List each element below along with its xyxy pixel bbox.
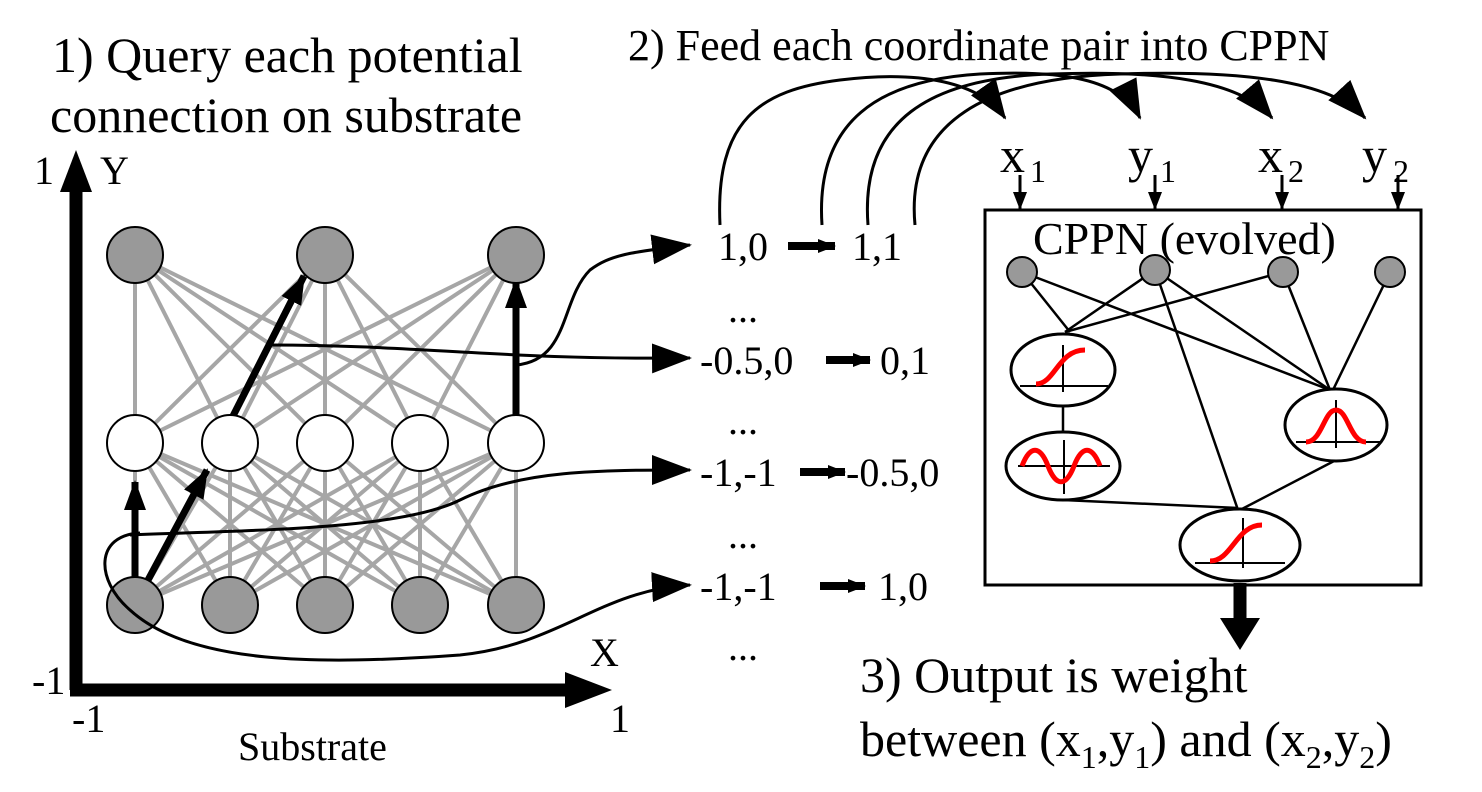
sigmoid-icon xyxy=(1009,332,1117,408)
substrate-node xyxy=(487,414,545,472)
pair-from: -0.5,0 xyxy=(700,338,793,383)
x-axis-arrowhead xyxy=(565,672,612,708)
pair-to: 0,1 xyxy=(880,338,930,383)
list-ellipsis: ... xyxy=(728,512,758,557)
substrate-connection xyxy=(323,441,518,607)
substrate-label: Substrate xyxy=(238,724,387,769)
svg-text:2: 2 xyxy=(1393,153,1409,189)
substrate-connection xyxy=(134,441,421,607)
svg-text:y: y xyxy=(1362,127,1387,183)
substrate-node xyxy=(296,576,354,634)
substrate-hidden-layer xyxy=(106,414,545,472)
substrate-connection xyxy=(418,254,518,444)
input-y2-label: y 2 xyxy=(1362,127,1409,189)
pair-to: -0.5,0 xyxy=(846,450,939,495)
svg-text:1: 1 xyxy=(1030,153,1046,189)
query-curve-1 xyxy=(515,234,692,367)
pair-to: 1,0 xyxy=(878,564,928,609)
feed-arc-x1 xyxy=(718,75,1007,226)
y-axis-max-label: 1 xyxy=(34,148,54,193)
query-curve-2 xyxy=(269,343,692,374)
list-ellipsis: ... xyxy=(728,286,758,331)
substrate-node xyxy=(391,414,449,472)
substrate-output-layer xyxy=(106,226,545,284)
substrate-node xyxy=(487,226,545,284)
output-arrowhead xyxy=(1220,618,1260,650)
svg-text:2: 2 xyxy=(1288,153,1304,189)
substrate-node xyxy=(106,226,164,284)
substrate-node xyxy=(106,576,164,634)
cppn-node xyxy=(1006,256,1038,288)
sigmoid-icon xyxy=(1178,507,1302,583)
x-axis-label: X xyxy=(590,630,619,675)
cppn-input-nodes xyxy=(1006,254,1406,288)
x-axis-max-label: 1 xyxy=(610,696,630,741)
substrate-input-layer xyxy=(106,576,545,634)
y-axis-label: Y xyxy=(100,148,129,193)
cppn-title: CPPN (evolved) xyxy=(1033,213,1336,264)
svg-text:x: x xyxy=(1000,127,1025,183)
pair-from: 1,0 xyxy=(718,224,768,269)
input-y1-label: y 1 xyxy=(1128,127,1176,189)
step3-title-line2: between (x1,y1) and (x2,y2) xyxy=(860,711,1392,775)
cppn-node xyxy=(1374,256,1406,288)
substrate-connection xyxy=(133,441,232,607)
substrate-connection xyxy=(133,253,422,445)
svg-text:y: y xyxy=(1128,127,1153,183)
step3-title-line1: 3) Output is weight xyxy=(860,647,1248,703)
feed-arcs xyxy=(718,71,1367,226)
substrate-connection xyxy=(133,254,232,444)
cppn-connections xyxy=(1021,268,1392,512)
substrate-node xyxy=(201,576,259,634)
substrate-node xyxy=(296,226,354,284)
sine-icon xyxy=(1004,430,1122,502)
substrate-connection xyxy=(229,441,517,607)
query-curve-3 xyxy=(129,455,692,537)
step1-title-line2: connection on substrate xyxy=(50,87,522,143)
feed-arc-y1 xyxy=(820,71,1142,226)
query-curve-4 xyxy=(103,531,692,662)
substrate-node xyxy=(391,576,449,634)
gaussian-icon xyxy=(1283,387,1389,463)
y-axis-min-label: -1 xyxy=(32,658,65,703)
coordinate-pair-list: 1,0 1,1 ... -0.5,0 0,1 ... -1,-1 -0.5,0 … xyxy=(700,224,939,669)
feed-arc-y2 xyxy=(912,71,1367,226)
input-x2-label: x 2 xyxy=(1258,127,1304,189)
y-axis-arrowhead xyxy=(60,150,92,192)
input-x1-label: x 1 xyxy=(1000,127,1046,189)
substrate-connection xyxy=(418,441,518,607)
substrate-connection xyxy=(133,441,327,607)
substrate-axes xyxy=(60,150,612,708)
svg-text:1: 1 xyxy=(1160,153,1176,189)
list-ellipsis: ... xyxy=(728,624,758,669)
pair-to: 1,1 xyxy=(852,224,902,269)
step2-title: 2) Feed each coordinate pair into CPPN xyxy=(628,21,1329,70)
feed-arc-x2 xyxy=(865,71,1274,226)
substrate-node xyxy=(487,576,545,634)
pair-from: -1,-1 xyxy=(700,450,777,495)
substrate-connection xyxy=(133,253,327,445)
connection-arrow xyxy=(228,274,308,420)
cppn-box xyxy=(983,208,1423,587)
x-axis-min-label: -1 xyxy=(72,696,105,741)
cppn-inputs: x 1 y 1 x 2 y 2 xyxy=(1000,127,1409,210)
substrate-node xyxy=(106,414,164,472)
cppn-node xyxy=(1267,256,1299,288)
query-curves xyxy=(103,234,692,662)
substrate-node xyxy=(201,414,259,472)
cppn-node xyxy=(1139,254,1171,286)
substrate-connection xyxy=(134,253,517,445)
svg-text:x: x xyxy=(1258,127,1283,183)
pair-from: -1,-1 xyxy=(700,564,777,609)
list-ellipsis: ... xyxy=(728,398,758,443)
step1-title-line1: 1) Query each potential xyxy=(52,27,523,83)
substrate-node xyxy=(296,414,354,472)
